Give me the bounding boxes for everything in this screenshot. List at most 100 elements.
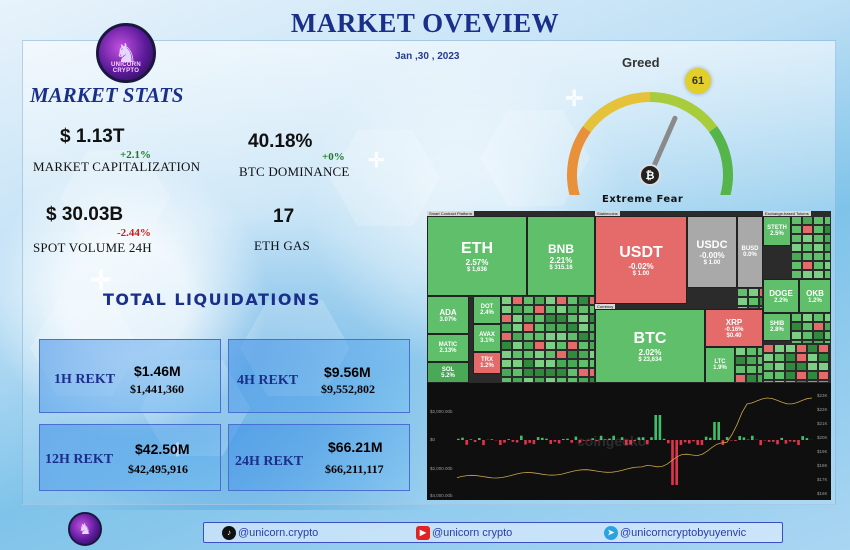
heatmap-tile-small[interactable] [763,362,774,371]
heatmap-tile-small[interactable] [791,270,802,279]
heatmap-tile-small[interactable] [737,297,748,306]
heatmap-tile-small[interactable] [545,359,556,368]
heatmap-tile-small[interactable] [759,288,763,297]
heatmap-tile-small[interactable] [523,341,534,350]
heatmap-tile-small[interactable] [791,225,802,234]
heatmap-tile-small[interactable] [545,368,556,377]
heatmap-tile-dot[interactable]: DOT 2.4% [473,296,501,324]
heatmap-tile-small[interactable] [578,314,589,323]
heatmap-tile-small[interactable] [774,344,785,353]
heatmap-tile-small[interactable] [567,341,578,350]
heatmap-tile-small[interactable] [501,377,512,383]
heatmap-tile-small[interactable] [785,362,796,371]
heatmap-tile-small[interactable] [802,243,813,252]
heatmap-tile-small[interactable] [523,332,534,341]
heatmap-tile-eth[interactable]: ETH 2.57% $ 1,636 [427,216,527,296]
heatmap-tile-small[interactable] [501,368,512,377]
heatmap-tile-small[interactable] [556,359,567,368]
heatmap-tile-small[interactable] [534,377,545,383]
heatmap-tile-small[interactable] [802,261,813,270]
heatmap-tile-small[interactable] [824,340,831,344]
heatmap-tile-small[interactable] [578,341,589,350]
heatmap-tile-small[interactable] [763,344,774,353]
heatmap-tile-small[interactable] [824,234,831,243]
heatmap-tile-small[interactable] [824,261,831,270]
tiktok-link[interactable]: ♪ @unicorn.crypto [222,526,318,540]
heatmap-tile-small[interactable] [802,234,813,243]
heatmap-tile-small[interactable] [523,368,534,377]
heatmap-tile-small[interactable] [813,243,824,252]
heatmap-tile-small[interactable] [589,341,595,350]
heatmap-tile-small[interactable] [589,296,595,305]
heatmap-tile-small[interactable] [545,296,556,305]
heatmap-tile-small[interactable] [774,371,785,380]
heatmap-tile-small[interactable] [757,374,763,383]
heatmap-tile-small[interactable] [757,347,763,356]
heatmap-tile-small[interactable] [556,341,567,350]
heatmap-tile-small[interactable] [545,305,556,314]
heatmap-tile-small[interactable] [796,362,807,371]
heatmap-tile-small[interactable] [556,305,567,314]
heatmap-tile-small[interactable] [763,371,774,380]
heatmap-tile-small[interactable] [774,362,785,371]
heatmap-tile-small[interactable] [523,377,534,383]
heatmap-tile-usdc[interactable]: USDC -0.00% $ 1.00 [687,216,737,288]
heatmap-tile-small[interactable] [763,380,774,383]
heatmap-tile-small[interactable] [512,359,523,368]
heatmap-tile-small[interactable] [791,252,802,261]
heatmap-tile-small[interactable] [791,261,802,270]
heatmap-tile-small[interactable] [802,322,813,331]
heatmap-tile-small[interactable] [567,323,578,332]
heatmap-tile-small[interactable] [757,356,763,365]
heatmap-tile-small[interactable] [534,341,545,350]
heatmap-tile-small[interactable] [501,359,512,368]
youtube-link[interactable]: ▶ @unicorn crypto [416,526,512,540]
heatmap-tile-small[interactable] [818,380,829,383]
heatmap-tile-small[interactable] [802,270,813,279]
heatmap-tile-small[interactable] [802,340,813,344]
heatmap-tile-small[interactable] [578,377,589,383]
heatmap-tile-small[interactable] [556,296,567,305]
heatmap-tile-small[interactable] [813,261,824,270]
heatmap-tile-small[interactable] [512,332,523,341]
heatmap-tile-small[interactable] [791,216,802,225]
heatmap-tile-small[interactable] [785,344,796,353]
heatmap-tile-small[interactable] [534,332,545,341]
heatmap-tile-small[interactable] [802,216,813,225]
heatmap-tile-small[interactable] [791,331,802,340]
heatmap-tile-small[interactable] [512,350,523,359]
heatmap-tile-small[interactable] [796,344,807,353]
heatmap-tile-small[interactable] [791,234,802,243]
heatmap-tile-small[interactable] [512,296,523,305]
heatmap-tile-bnb[interactable]: BNB 2.21% $ 315.16 [527,216,595,296]
heatmap-tile-small[interactable] [523,305,534,314]
heatmap-tile-small[interactable] [567,314,578,323]
heatmap-tile-xrp[interactable]: XRP -0.16% $0.40 [705,309,763,347]
heatmap-tile-small[interactable] [824,252,831,261]
heatmap-tile-small[interactable] [746,356,757,365]
heatmap-tile-small[interactable] [589,359,595,368]
heatmap-tile-small[interactable] [545,323,556,332]
heatmap-tile-small[interactable] [545,314,556,323]
heatmap-tile-small[interactable] [501,350,512,359]
heatmap-tile-small[interactable] [802,225,813,234]
heatmap-tile-small[interactable] [589,332,595,341]
heatmap-tile-small[interactable] [813,225,824,234]
heatmap-tile-small[interactable] [737,306,748,309]
heatmap-tile-small[interactable] [578,350,589,359]
heatmap-tile-small[interactable] [523,296,534,305]
heatmap-tile-small[interactable] [523,350,534,359]
heatmap-tile-small[interactable] [567,368,578,377]
heatmap-tile-small[interactable] [818,344,829,353]
heatmap-tile-small[interactable] [802,331,813,340]
heatmap-tile-small[interactable] [578,368,589,377]
heatmap-tile-small[interactable] [589,314,595,323]
heatmap-tile-small[interactable] [534,359,545,368]
heatmap-tile-small[interactable] [578,305,589,314]
heatmap-tile-small[interactable] [824,243,831,252]
heatmap-tile-small[interactable] [534,323,545,332]
heatmap-tile-small[interactable] [807,344,818,353]
heatmap-tile-small[interactable] [589,350,595,359]
heatmap-tile-small[interactable] [813,234,824,243]
heatmap-tile-trx[interactable]: TRX 1.2% [473,352,501,374]
